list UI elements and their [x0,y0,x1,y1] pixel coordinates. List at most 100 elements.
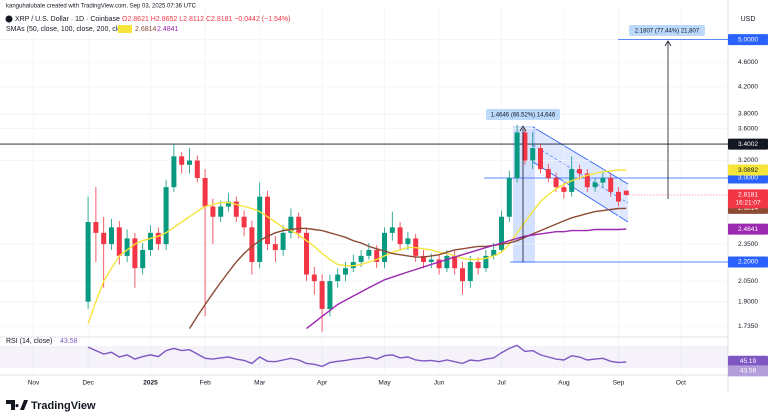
level-badge: 2.2000 [738,259,758,266]
x-tick-label: Dec [82,380,94,387]
candle-body [296,216,302,233]
candle-body [623,190,629,195]
channel-mid [532,144,629,204]
rsi-value: 43.58 [60,338,78,345]
sma-badge: 2.6814 [738,205,758,212]
y-tick-label: 3.2000 [738,157,758,164]
x-tick-label: Jun [434,380,445,387]
candle-body [491,249,497,256]
rsi-ma-badge-bg [728,355,768,367]
candle-body [319,281,325,309]
candle-body [327,281,333,309]
logo [6,400,28,410]
sma-line [188,207,627,329]
candle-body [506,177,512,217]
sma-badge: 2.4841 [738,226,758,233]
x-tick-label: Aug [558,380,570,387]
candle-body [530,148,536,161]
sma-badge-bg [728,164,768,176]
candle-body [218,206,224,217]
chart-title: XRP / U.S. Dollar · 1D · Coinbase [15,16,120,23]
candle-body [467,261,473,282]
candle-body [397,227,403,245]
candle-body [171,156,177,188]
candle-body [101,232,107,245]
countdown: 16:21:07 [735,200,761,207]
x-tick-label: 2025 [143,380,158,387]
sma-line [306,228,627,330]
x-tick-label: Jul [497,380,506,387]
last-price: 2.8181 [738,192,758,199]
currency: USD [741,16,756,23]
rsi-badge-bg [728,365,768,377]
candle-body [608,177,614,192]
candle-body [210,206,216,217]
sma-line [87,169,627,325]
arrow-head [664,40,672,47]
candle-body [233,201,239,217]
level-badge-bg [728,138,768,150]
candle-body [538,148,543,170]
candle-body [93,221,99,233]
candle-body [163,187,169,245]
y-tick-label: 4.6000 [738,59,758,66]
candle-body [288,216,294,233]
candle-body [366,249,372,256]
candle-body [124,238,130,256]
annotation: 2.1807 (77.44%) 21,807 [635,29,700,35]
candle-body [389,227,395,233]
plot [0,8,728,372]
y-tick-label: 2.0500 [738,278,758,285]
brand: TradingView [31,400,96,412]
y-tick-label: 2.3500 [738,241,758,248]
x-tick-label: Nov [28,380,40,387]
candle-body [545,169,551,178]
candle-body [444,255,450,269]
candle-body [155,232,161,245]
arrow-head [519,125,527,132]
candle-body [514,132,520,178]
legend-value: 2.6814 [135,26,157,33]
candle-body [374,249,380,262]
rsi-line [87,344,627,368]
x-tick-label: Oct [676,380,686,387]
footer [0,392,768,418]
watermark: kanguhalubale created with TradingView.c… [6,4,197,10]
candle-body [116,227,122,256]
y-tick-label: 3.8000 [738,111,758,118]
annotations: 1.4646 (66.52%) 14,646 2.1807 (77.44%) 2… [486,25,705,262]
candle-body [179,156,185,165]
candle-body [132,238,138,269]
rsi-band [0,346,728,368]
candle-body [483,255,489,269]
candle-body [194,160,200,178]
candle-body [499,216,504,250]
annotation: 1.4646 (66.52%) 14,646 [491,113,556,119]
candle-body [561,187,567,192]
candle-body [241,216,247,228]
rsi-ma-badge: 45.19 [740,358,757,365]
x-tick-label: May [378,380,391,387]
channel-top [532,126,629,185]
candle-body [600,177,606,183]
candle-body [553,177,559,188]
annotation-box [486,109,560,120]
level-badge: 3.4002 [738,141,758,148]
rsi-badge: 43.58 [740,368,757,375]
level-badge-bg [728,34,768,46]
y-tick-label: 1.9000 [738,298,758,305]
x-tick-label: Feb [199,380,211,387]
rsi-label: RSI (14, close) [6,338,52,345]
candle-body [452,255,458,269]
candle-body [343,268,348,275]
last-price-bg [728,189,768,209]
candle-body [257,196,263,262]
candle-body [109,227,114,245]
x-tick-label: Mar [254,380,266,387]
y-tick-label: 4.2000 [738,84,758,91]
candle-body [148,232,153,250]
candle-body [428,259,434,262]
candle-body [311,274,317,282]
level-badge: 5.0000 [738,36,758,43]
